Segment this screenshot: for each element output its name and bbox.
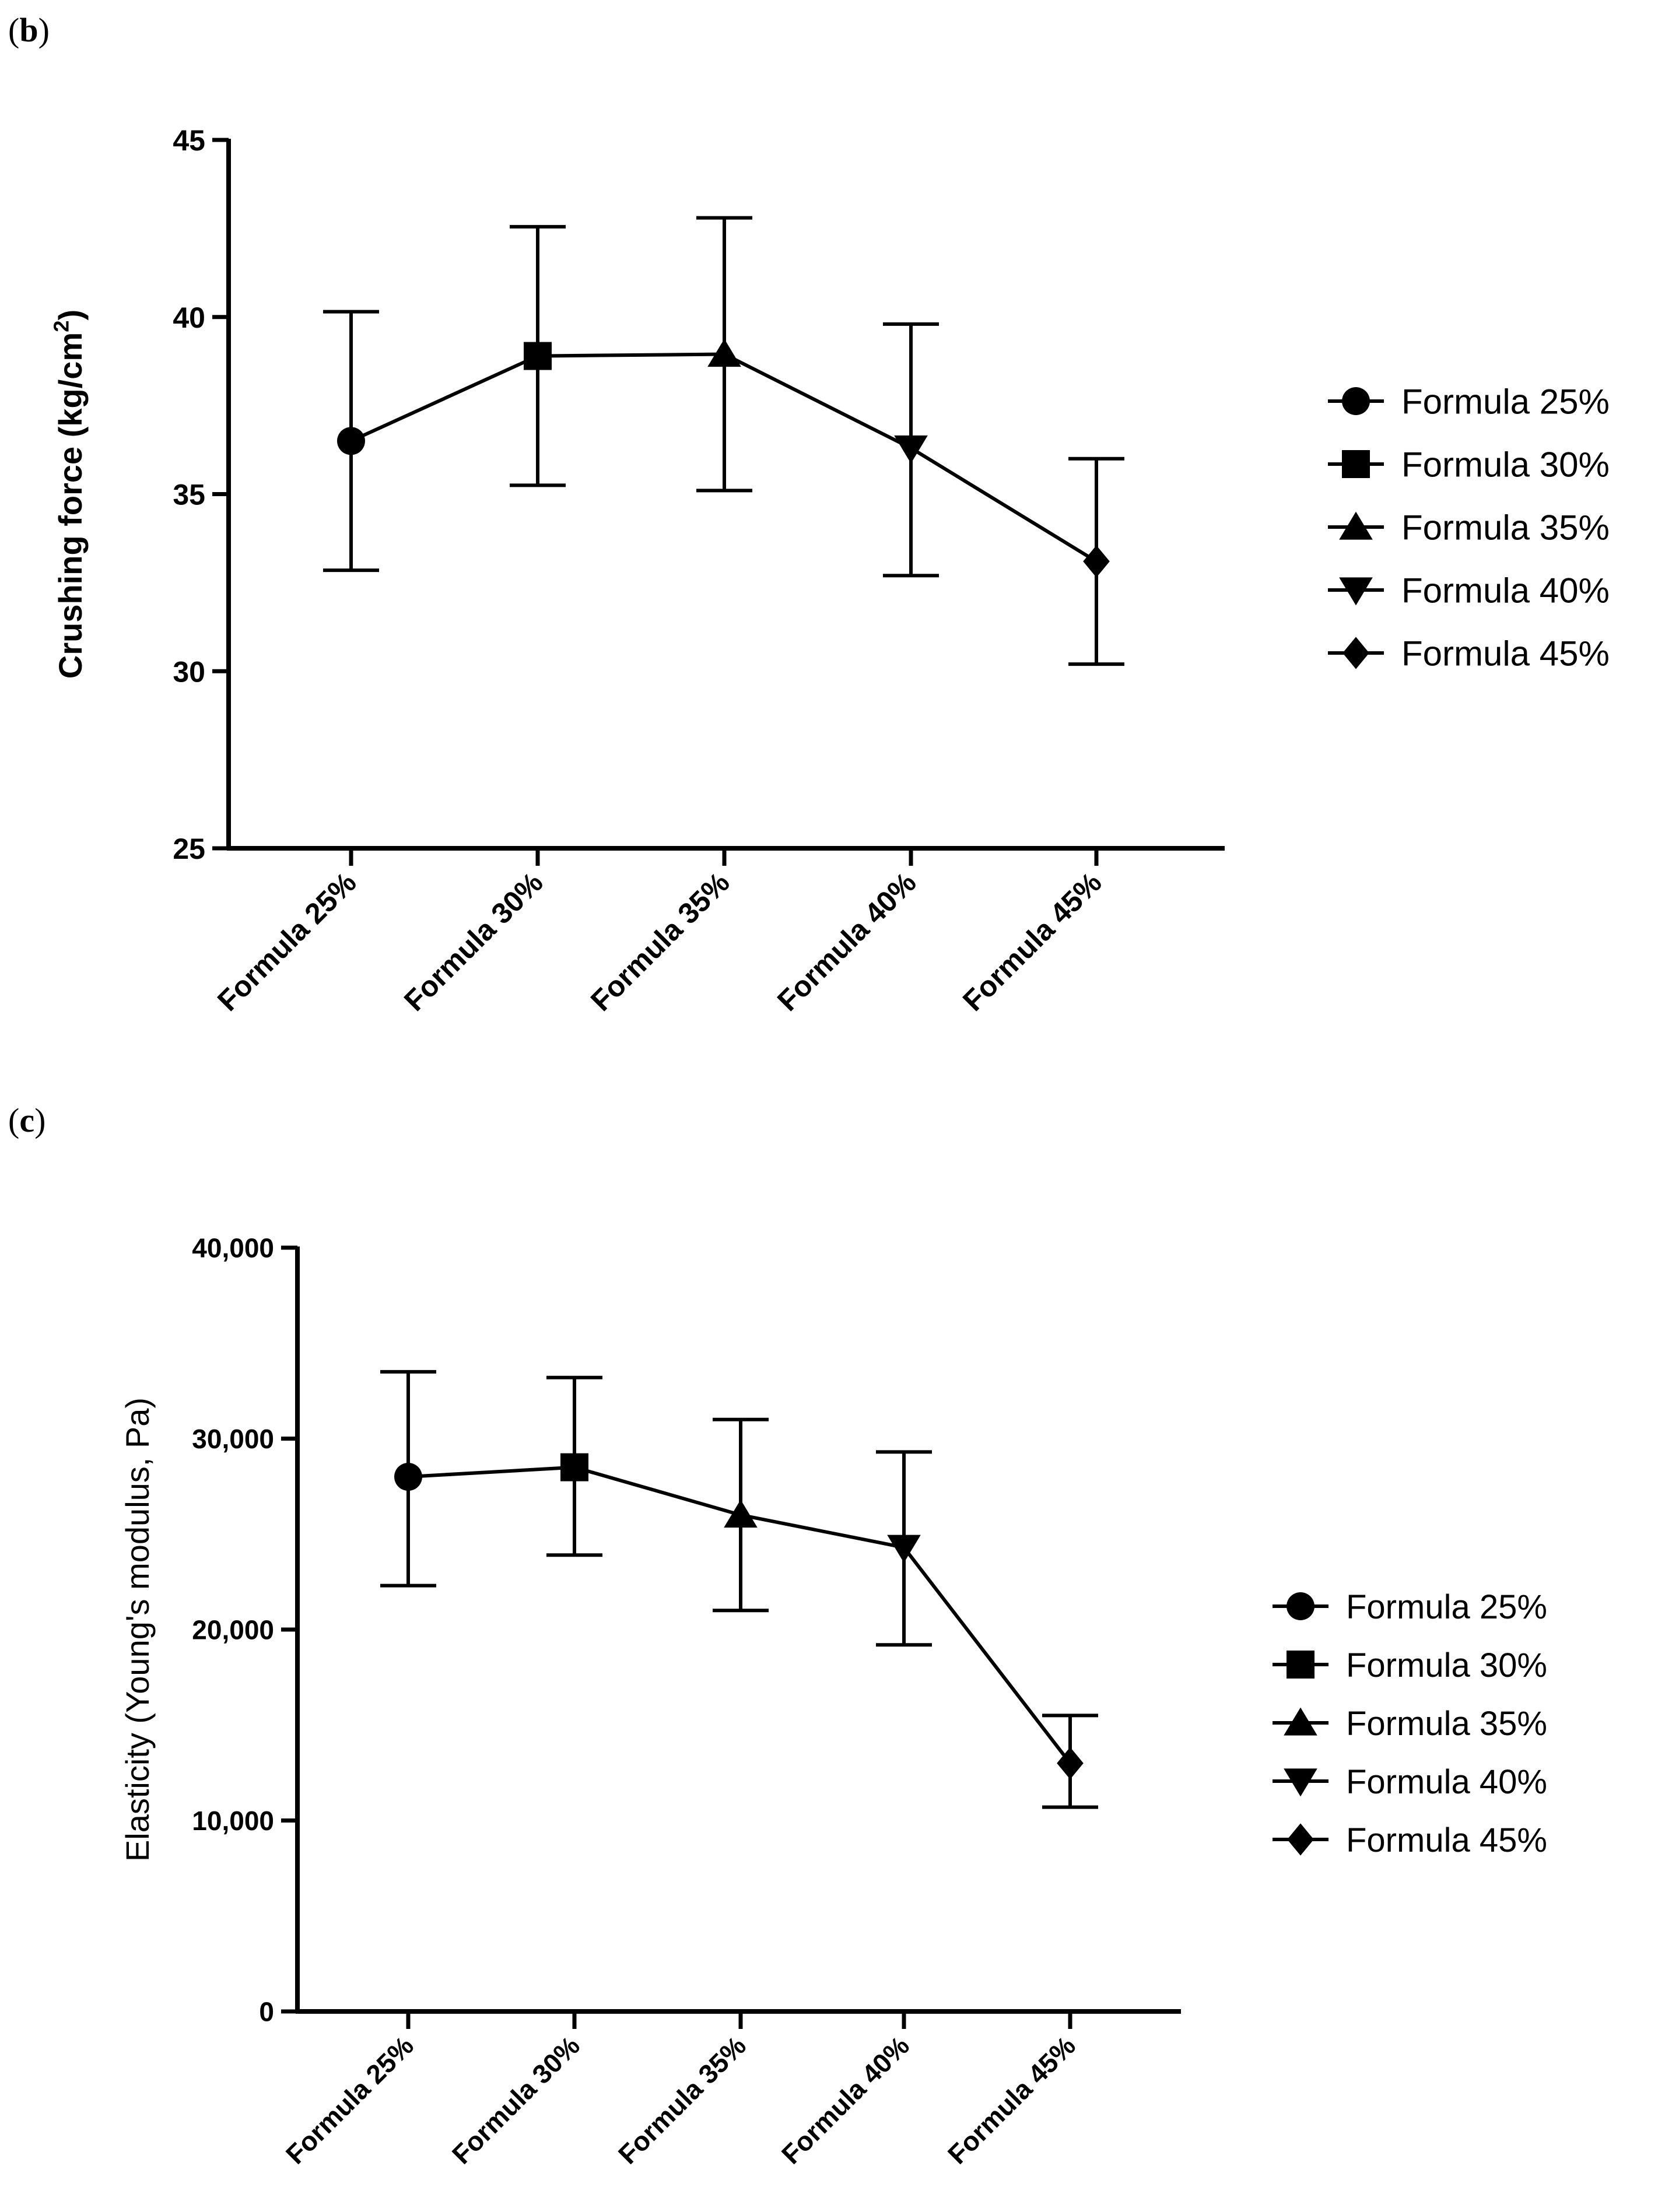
data-point-marker — [524, 342, 552, 370]
legend-marker — [1284, 1768, 1317, 1797]
y-axis-title: Elasticity (Young's modulus, Pa) — [119, 1398, 156, 1862]
y-tick-label: 0 — [259, 1997, 274, 2027]
y-axis-title-superscript: 2 — [50, 321, 73, 332]
legend-label: Formula 35% — [1401, 508, 1610, 547]
y-tick-label: 45 — [173, 124, 205, 157]
panel-label-close: ) — [38, 11, 50, 49]
panel-label-letter: c — [19, 1101, 35, 1139]
data-point-marker — [1083, 545, 1110, 578]
legend-marker — [1287, 1592, 1315, 1620]
y-tick-label: 40 — [173, 301, 205, 334]
y-tick-label: 30,000 — [192, 1424, 274, 1454]
x-tick-label: Formula 30% — [446, 2030, 586, 2169]
data-point-marker — [337, 427, 365, 455]
legend-label: Formula 35% — [1346, 1705, 1547, 1743]
y-tick-label: 25 — [173, 833, 205, 865]
data-point-marker — [707, 339, 741, 367]
x-tick-label: Formula 35% — [584, 866, 736, 1017]
legend-marker — [1284, 1707, 1317, 1736]
y-tick-label: 20,000 — [192, 1615, 274, 1645]
data-point-marker — [887, 1535, 921, 1563]
legend-label: Formula 30% — [1401, 445, 1610, 484]
legend-label: Formula 25% — [1346, 1588, 1547, 1626]
x-tick-label: Formula 40% — [776, 2030, 915, 2169]
legend-label: Formula 40% — [1346, 1763, 1547, 1801]
x-tick-label: Formula 45% — [956, 866, 1108, 1017]
y-axis-title-text: Crushing force (kg/cm — [52, 332, 89, 679]
legend-label: Formula 30% — [1346, 1646, 1547, 1684]
legend-label: Formula 45% — [1401, 634, 1610, 673]
legend-marker — [1287, 1651, 1315, 1679]
data-point-marker — [560, 1453, 588, 1481]
x-tick-label: Formula 40% — [771, 866, 923, 1017]
x-tick-label: Formula 35% — [612, 2030, 752, 2169]
legend-label: Formula 45% — [1346, 1821, 1547, 1859]
legend-marker — [1342, 450, 1370, 478]
y-tick-label: 40,000 — [192, 1233, 274, 1263]
x-tick-label: Formula 25% — [211, 866, 363, 1017]
panel-label-close: ) — [34, 1101, 46, 1139]
panel-label-open: ( — [8, 1101, 20, 1139]
legend-marker — [1339, 577, 1373, 606]
legend-marker — [1342, 387, 1370, 415]
y-axis-title: Crushing force (kg/cm2) — [50, 310, 89, 679]
legend-label: Formula 40% — [1401, 571, 1610, 610]
panel-label-b: (b) — [8, 10, 50, 50]
y-tick-label: 10,000 — [192, 1806, 274, 1836]
data-point-marker — [894, 435, 928, 464]
y-axis-title-close: ) — [52, 310, 89, 321]
x-tick-label: Formula 25% — [280, 2030, 419, 2169]
panel-label-open: ( — [8, 11, 20, 49]
legend-marker — [1287, 1823, 1314, 1856]
y-tick-label: 35 — [173, 479, 205, 511]
legend-marker — [1339, 511, 1373, 540]
panel-label-c: (c) — [8, 1101, 45, 1140]
legend-marker — [1342, 637, 1369, 669]
x-tick-label: Formula 45% — [942, 2030, 1081, 2169]
legend-label: Formula 25% — [1401, 382, 1610, 422]
y-tick-label: 30 — [173, 655, 205, 688]
panel-label-letter: b — [19, 11, 38, 49]
y-axis-title-text: Elasticity (Young's modulus, Pa) — [119, 1398, 156, 1862]
data-point-marker — [394, 1463, 422, 1491]
data-point-marker — [1057, 1747, 1084, 1779]
x-tick-label: Formula 30% — [398, 866, 549, 1017]
data-point-marker — [724, 1500, 758, 1528]
